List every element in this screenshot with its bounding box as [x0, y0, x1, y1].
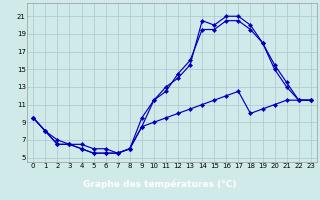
Text: Graphe des températures (°C): Graphe des températures (°C) [83, 180, 237, 189]
